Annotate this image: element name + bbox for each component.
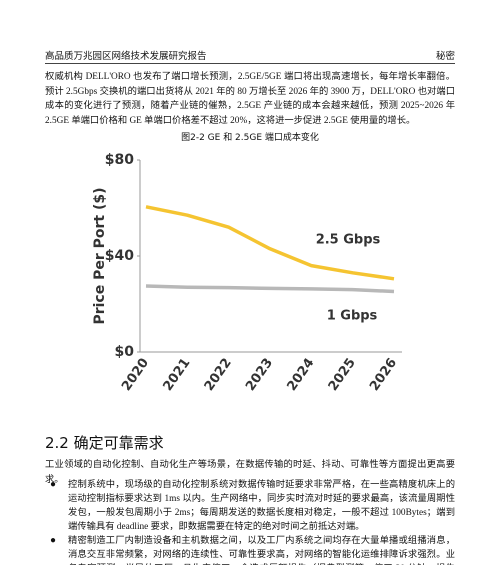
bullet: 精密制造工厂内制造设备和主机数据之间，以及工厂内系统之间均存在大量单播或组播消息… [68, 536, 455, 565]
bullet-dot: ● [50, 535, 57, 546]
section-intro: 工业领域的自动化控制、自动化生产等场景，在数据传输的时延、抖动、可靠性等方面提出… [45, 460, 455, 485]
x-tick-label: 2021 [160, 356, 193, 394]
series-label: 1 Gbps [327, 309, 378, 324]
series-line [145, 284, 395, 294]
figure-caption: 图2-2 GE 和 2.5GE 端口成本变化 [181, 133, 319, 143]
y-tick-label: $80 [105, 152, 134, 168]
x-tick-label: 2024 [284, 356, 317, 394]
bullet-dot: ● [50, 479, 57, 490]
header-title: 高品质万兆园区网络技术发展研究报告 [45, 52, 207, 62]
bullet: 控制系统中，现场级的自动化控制系统对数据传输时延要求非常严格，在一些高精度机床上… [68, 480, 455, 532]
header-mark: 秘密 [435, 52, 455, 62]
x-tick-label: 2022 [202, 356, 235, 394]
header-rule [45, 63, 455, 64]
y-tick-label: $0 [115, 344, 135, 360]
paragraph: 权威机构 DELL'ORO 也发布了端口增长预测，2.5GE/5GE 端口将出现… [45, 72, 455, 126]
x-tick-label: 2026 [367, 356, 400, 394]
x-tick-label: 2025 [326, 356, 359, 394]
y-tick-label: $40 [105, 248, 134, 264]
x-tick-label: 2023 [243, 356, 276, 394]
series-label: 2.5 Gbps [316, 233, 381, 248]
y-axis-label: Price Per Port ($) [92, 187, 108, 324]
section-heading: 2.2 确定可靠需求 [45, 434, 164, 452]
x-tick-label: 2020 [119, 356, 152, 394]
series-line [145, 205, 395, 281]
